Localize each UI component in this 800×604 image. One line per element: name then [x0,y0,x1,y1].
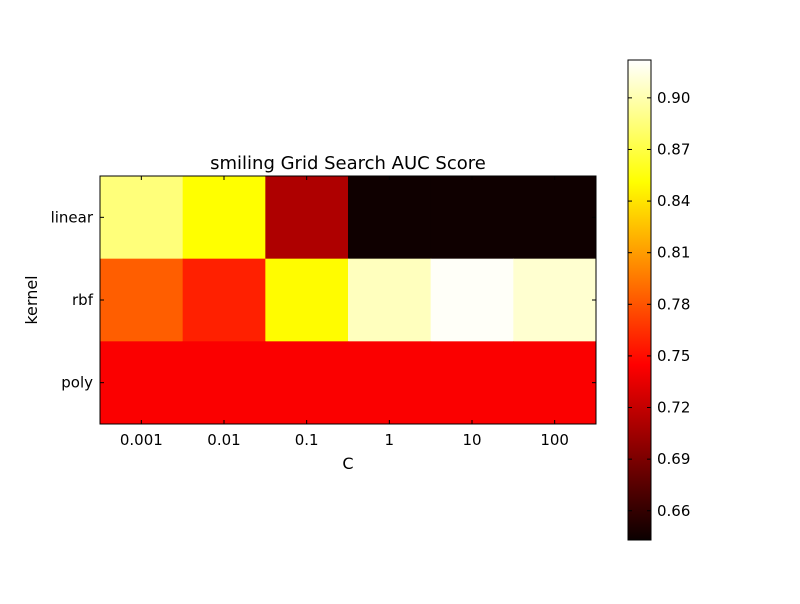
heatmap-cell-rbf-0.1 [265,258,349,342]
chart-title: smiling Grid Search AUC Score [210,153,486,174]
heatmap-cell-poly-0.001 [100,341,184,425]
colorbar-tick-label: 0.90 [657,89,690,107]
heatmap-cell-poly-0.01 [182,341,266,425]
y-tick-label: rbf [72,291,94,309]
heatmap-cell-poly-1 [348,341,432,425]
y-tick-labels: linear rbf poly [51,208,596,392]
heatmap-cell-rbf-0.001 [100,258,184,342]
x-tick-label: 0.001 [120,431,163,449]
plot-frame [99,175,597,425]
heatmap-cell-linear-0.001 [100,176,184,260]
colorbar-ticks: 0.66 0.69 0.72 0.75 0.78 0.81 0.84 0.87 0.90 [628,89,690,520]
colorbar-tick-label: 0.75 [657,347,690,365]
colorbar-tick-label: 0.66 [657,502,690,520]
heatmap-cell-linear-1 [348,176,432,260]
heatmap-cell-linear-100 [513,176,597,260]
x-tick-label: 1 [385,431,395,449]
heatmap-cell-linear-0.01 [182,176,266,260]
x-axis-label: C [342,454,353,473]
heatmap-cells [100,176,597,425]
colorbar-tick-label: 0.69 [657,450,690,468]
colorbar-tick-label: 0.87 [657,140,690,158]
y-axis-label: kernel [22,275,41,324]
heatmap-cell-linear-10 [430,176,514,260]
x-tick-labels: 0.001 0.01 0.1 1 10 100 [120,176,569,449]
colorbar-gradient [627,59,652,541]
colorbar-tick-label: 0.84 [657,192,690,210]
colorbar-tick-label: 0.72 [657,399,690,417]
heatmap-cell-rbf-100 [513,258,597,342]
colorbar-tick-label: 0.81 [657,244,690,262]
y-tick-label: linear [51,208,94,226]
x-tick-label: 100 [540,431,569,449]
heatmap-cell-linear-0.1 [265,176,349,260]
heatmap-cell-rbf-0.01 [182,258,266,342]
heatmap-cell-poly-100 [513,341,597,425]
heatmap-cell-rbf-1 [348,258,432,342]
y-tick-label: poly [61,374,93,392]
heatmap-cell-poly-0.1 [265,341,349,425]
x-tick-label: 10 [462,431,481,449]
x-tick-label: 0.1 [295,431,319,449]
colorbar-tick-label: 0.78 [657,295,690,313]
heatmap-cell-rbf-10 [430,258,514,342]
x-tick-label: 0.01 [207,431,240,449]
colorbar: 0.66 0.69 0.72 0.75 0.78 0.81 0.84 0.87 0.90 [627,59,690,541]
heatmap-cell-poly-10 [430,341,514,425]
